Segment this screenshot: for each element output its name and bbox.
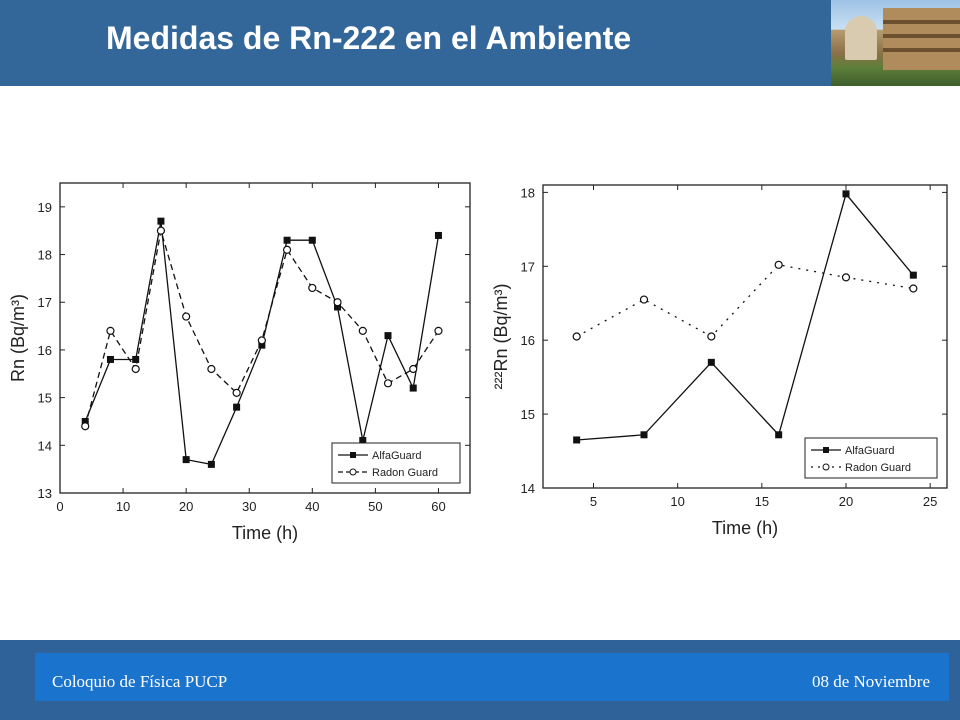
data-point (232, 388, 241, 397)
y-tick-label: 19 (38, 200, 52, 215)
x-tick-label: 20 (179, 499, 193, 514)
legend-box (331, 442, 461, 484)
data-point (131, 364, 140, 374)
data-point (283, 236, 291, 244)
x-tick-label: 25 (923, 494, 937, 509)
data-point (573, 436, 581, 444)
legend-marker (823, 447, 829, 453)
data-point (257, 336, 266, 345)
data-point (334, 303, 342, 311)
data-point (182, 312, 191, 321)
legend-box (804, 437, 938, 479)
footer-event-label: Coloquio de Física PUCP (52, 672, 228, 691)
legend-label: Radon Guard (372, 467, 438, 479)
y-tick-label: 16 (38, 343, 52, 358)
data-point (909, 284, 918, 293)
x-tick-label: 40 (305, 499, 319, 514)
data-point (333, 298, 342, 307)
y-tick-label: 18 (521, 185, 535, 200)
data-point (132, 355, 140, 363)
data-point (258, 341, 266, 349)
building-photo-icon (831, 0, 960, 86)
legend-marker (350, 452, 356, 458)
data-point (358, 326, 367, 335)
legend-label: AlfaGuard (845, 445, 895, 457)
footer-bar (35, 653, 949, 701)
x-tick-label: 0 (56, 499, 63, 514)
data-point (841, 273, 851, 282)
data-point (639, 295, 649, 304)
data-point (707, 358, 715, 366)
data-point (308, 283, 317, 293)
series-line-1 (84, 230, 440, 427)
data-point (572, 332, 581, 341)
plot-frame-0 (59, 182, 471, 494)
y-tick-label: 17 (38, 295, 52, 310)
data-point (775, 431, 783, 439)
charts-area: 0 10 20 30 40 50 60 13 14 15 16 17 18 19 Time (h) Rn (B… (0, 120, 960, 570)
data-point (909, 271, 917, 279)
slide-title: Medidas de Rn-222 en el Ambiente (106, 20, 632, 56)
data-point (409, 384, 417, 392)
y-axis-label: Rn (Bq/m³) (8, 294, 28, 382)
y-axis-label: ²²²Rn (Bq/m³) (491, 284, 511, 390)
x-tick-label: 10 (116, 499, 130, 514)
data-point (383, 379, 393, 388)
y-tick-label: 16 (521, 333, 535, 348)
dome-shape (845, 16, 877, 60)
y-tick-label: 13 (38, 486, 52, 501)
y-tick-label: 15 (38, 391, 52, 406)
data-point (707, 332, 716, 341)
x-axis-label: Time (h) (232, 523, 298, 543)
y-tick-label: 18 (38, 248, 52, 263)
legend-label: AlfaGuard (372, 450, 422, 462)
y-tick-label: 15 (521, 407, 535, 422)
y-tick-label: 14 (521, 481, 535, 496)
x-tick-label: 60 (431, 499, 445, 514)
data-point (434, 231, 442, 239)
x-tick-label: 5 (590, 494, 597, 509)
data-point (106, 326, 115, 335)
data-point (106, 355, 114, 363)
data-point (282, 245, 292, 254)
x-tick-label: 15 (755, 494, 769, 509)
series-line-0 (576, 192, 914, 441)
charts-svg: 0 10 20 30 40 50 60 13 14 15 16 17 18 19 Time (h) Rn (B… (8, 182, 948, 543)
legend-marker (822, 463, 830, 471)
slide-header (0, 0, 960, 86)
data-point (81, 417, 89, 425)
legend-marker (349, 468, 357, 476)
data-point (640, 431, 648, 439)
data-point (207, 460, 215, 468)
data-point (409, 364, 418, 374)
data-point (157, 217, 165, 225)
data-point (81, 422, 90, 431)
x-tick-label: 50 (368, 499, 382, 514)
data-point (384, 332, 392, 340)
data-point (774, 260, 783, 269)
footer-date-label: 08 de Noviembre (811, 672, 930, 691)
x-tick-label: 30 (242, 499, 256, 514)
data-point (156, 226, 166, 235)
x-tick-label: 10 (670, 494, 684, 509)
y-tick-label: 17 (521, 259, 535, 274)
data-point (842, 190, 850, 198)
building-shape (883, 8, 960, 70)
data-point (308, 236, 316, 244)
plot-frame-1 (542, 184, 948, 489)
data-point (207, 364, 216, 374)
data-point (182, 456, 190, 464)
series-line-1 (576, 264, 914, 338)
y-tick-label: 14 (38, 438, 52, 453)
x-axis-label: Time (h) (712, 518, 778, 538)
legend-label: Radon Guard (845, 462, 911, 474)
data-point (359, 437, 367, 445)
data-point (434, 326, 443, 335)
data-point (233, 403, 241, 411)
x-tick-label: 20 (839, 494, 853, 509)
